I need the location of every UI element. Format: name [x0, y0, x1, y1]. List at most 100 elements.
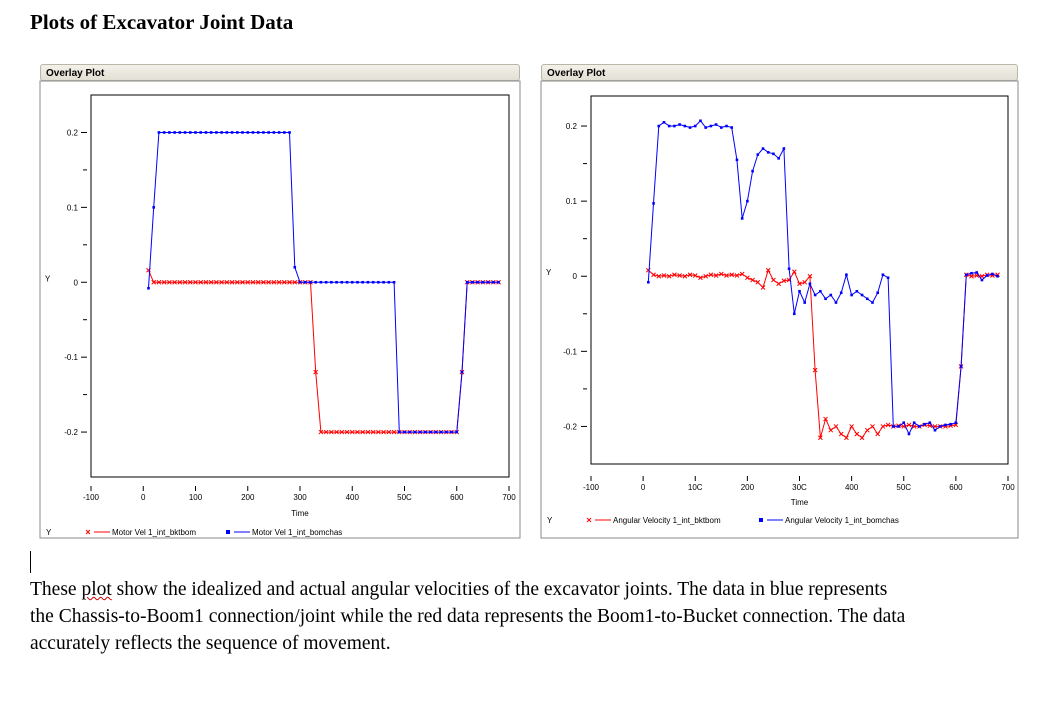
- description-paragraph: These plot show the idealized and actual…: [30, 576, 910, 657]
- data-point-square-marker: [303, 280, 307, 284]
- data-point-x-marker: [677, 273, 682, 278]
- data-point-square-marker: [267, 131, 270, 134]
- data-point-x-marker: [755, 279, 761, 285]
- data-point-x-marker: [661, 273, 667, 278]
- data-point-square-marker: [168, 131, 171, 134]
- data-point-square-marker: [209, 131, 213, 134]
- data-point-x-marker: [817, 435, 823, 441]
- overlay-plot-right: Overlay Plot 0.2 0.1 0 -0.1 -0.2 Y -100 0 10C 200…: [540, 64, 1019, 544]
- x-tick-label: -100: [83, 493, 100, 502]
- data-point-square-marker: [746, 199, 749, 203]
- data-point-square-marker: [923, 422, 926, 426]
- data-point-x-marker: [349, 429, 355, 435]
- data-point-x-marker: [760, 285, 766, 290]
- data-point-square-marker: [886, 276, 890, 280]
- data-point-x-marker: [969, 273, 974, 279]
- data-point-square-marker: [699, 119, 702, 123]
- data-point-x-marker: [255, 279, 261, 285]
- data-point-x-marker: [849, 424, 854, 429]
- data-point-square-marker: [766, 151, 770, 154]
- data-point-x-marker: [167, 279, 172, 285]
- data-point-square-marker: [335, 280, 338, 284]
- data-point-x-marker: [698, 275, 703, 281]
- data-point-x-marker: [729, 272, 735, 278]
- y-tick-label: -0.1: [64, 353, 78, 362]
- spell-flagged-word: plot: [81, 579, 112, 600]
- data-point-x-marker: [844, 435, 849, 441]
- data-point-x-marker: [791, 269, 797, 275]
- data-point-x-marker: [355, 429, 360, 435]
- data-point-square-marker: [985, 274, 989, 277]
- data-point-square-marker: [439, 430, 443, 434]
- data-point-square-marker: [876, 291, 879, 295]
- data-point-x-marker: [203, 279, 209, 285]
- data-point-square-marker: [959, 365, 963, 368]
- data-point-square-marker: [408, 430, 412, 434]
- data-point-square-marker: [147, 286, 150, 290]
- data-point-x-marker: [161, 279, 167, 285]
- x-tick-label: 700: [1001, 483, 1015, 492]
- legend-entry-1: Angular Velocity 1_int_bktbom: [586, 516, 721, 525]
- data-point-x-marker: [703, 273, 709, 279]
- data-point-x-marker: [344, 429, 350, 435]
- data-point-x-marker: [797, 281, 802, 287]
- data-point-square-marker: [772, 152, 775, 156]
- x-tick-label: 50C: [896, 483, 911, 492]
- data-point-square-marker: [751, 169, 754, 173]
- data-point-x-marker: [281, 279, 287, 285]
- data-point-square-marker: [902, 421, 906, 424]
- data-point-square-marker: [486, 280, 490, 284]
- data-point-square-marker: [782, 147, 786, 150]
- data-point-square-marker: [377, 280, 380, 284]
- data-point-square-marker: [397, 430, 401, 434]
- data-point-x-marker: [953, 422, 959, 428]
- data-point-square-marker: [465, 280, 469, 284]
- data-point-square-marker: [980, 278, 984, 282]
- data-point-square-marker: [839, 291, 843, 295]
- data-point-square-marker: [230, 131, 234, 134]
- data-point-square-marker: [157, 131, 161, 134]
- data-point-x-marker: [156, 279, 162, 285]
- data-point-square-marker: [740, 217, 744, 220]
- panel-title: Overlay Plot: [46, 68, 105, 79]
- y-tick-label: -0.2: [64, 428, 78, 437]
- data-point-x-marker: [287, 279, 292, 285]
- data-point-square-marker: [277, 131, 281, 134]
- data-point-square-marker: [928, 421, 932, 424]
- data-point-x-marker: [713, 273, 719, 278]
- data-point-x-marker: [765, 267, 771, 273]
- data-point-square-marker: [970, 271, 973, 275]
- data-point-square-marker: [918, 425, 921, 428]
- data-point-x-marker: [323, 429, 329, 435]
- x-tick-label: 700: [502, 493, 516, 502]
- data-point-square-marker: [450, 430, 453, 434]
- data-point-square-marker: [236, 131, 239, 134]
- data-point-square-marker: [693, 124, 697, 128]
- data-point-square-marker: [683, 124, 687, 128]
- data-point-square-marker: [944, 423, 947, 427]
- data-point-x-marker: [828, 427, 834, 433]
- data-point-square-marker: [371, 280, 375, 284]
- data-point-square-marker: [907, 432, 911, 436]
- x-tick-label: 10C: [688, 483, 703, 492]
- data-point-x-marker: [734, 273, 740, 278]
- data-point-square-marker: [356, 280, 359, 284]
- data-point-square-marker: [455, 430, 459, 434]
- data-point-x-marker: [187, 279, 193, 285]
- data-point-square-marker: [293, 265, 297, 269]
- x-tick-label: 600: [450, 493, 464, 502]
- plot-area: [590, 95, 1009, 465]
- data-point-x-marker: [745, 275, 750, 281]
- data-point-square-marker: [319, 280, 323, 284]
- legend-label: Angular Velocity 1_int_bktbom: [613, 516, 721, 525]
- y-tick-label: 0.2: [566, 122, 578, 131]
- data-point-square-marker: [204, 131, 208, 134]
- data-point-square-marker: [787, 267, 791, 271]
- data-point-square-marker: [819, 289, 822, 293]
- y-tick-label: 0.1: [67, 203, 79, 212]
- data-point-x-marker: [906, 422, 912, 428]
- x-tick-label: 200: [741, 483, 755, 492]
- data-point-square-marker: [434, 430, 438, 434]
- data-point-square-marker: [709, 124, 713, 128]
- data-point-square-marker: [272, 131, 276, 134]
